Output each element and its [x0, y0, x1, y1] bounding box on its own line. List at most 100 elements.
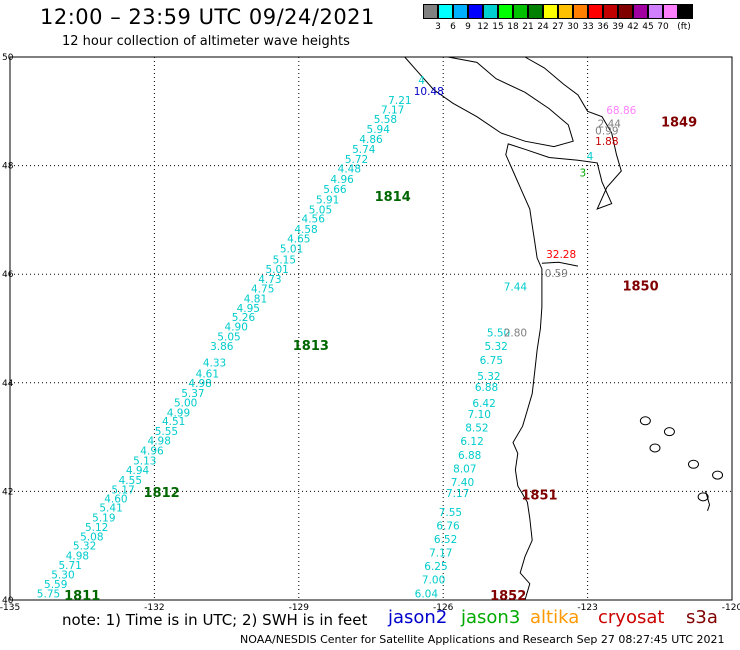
swh-value-coastal: 6.25	[424, 561, 447, 573]
swh-value-coastal: 6.76	[436, 520, 460, 532]
swh-value-offshore: 7.17	[381, 104, 404, 116]
swh-value-offshore: 4.61	[196, 368, 219, 380]
scale-swatch	[528, 4, 543, 19]
orbit-number-label: 1812	[144, 486, 180, 501]
lon-tick-label: -123	[577, 603, 597, 613]
lat-tick-label: 48	[2, 162, 14, 172]
footer-note: note: 1) Time is in UTC; 2) SWH is in fe…	[62, 611, 368, 629]
orbit-number-label: 1850	[622, 279, 658, 294]
lat-tick-label: 50	[2, 53, 14, 63]
swh-value-coastal: 7.17	[429, 548, 452, 560]
scale-label: 24	[537, 22, 549, 32]
swh-value-offshore: 5.58	[374, 114, 397, 126]
swh-value-offshore: 4.73	[258, 274, 281, 286]
scale-label: 39	[612, 22, 624, 32]
scale-label: 36	[597, 22, 609, 32]
scale-label: 12	[477, 22, 489, 32]
scale-swatch	[498, 4, 513, 19]
swh-value-offshore: 3.86	[210, 341, 234, 353]
color-scale	[423, 4, 693, 19]
orbit-number-label: 1811	[64, 589, 100, 604]
lake-outline	[712, 470, 724, 480]
lat-tick-label: 42	[2, 487, 13, 497]
swh-value-offshore: 4.98	[66, 550, 89, 562]
scale-swatch	[423, 4, 438, 19]
scale-swatch	[558, 4, 573, 19]
swh-value-offshore: 4.33	[203, 358, 226, 370]
swh-value-coastal: 7.10	[468, 409, 491, 421]
swh-value: 0.99	[595, 126, 618, 138]
swh-value-offshore: 4.65	[287, 234, 310, 246]
swh-value-coastal: 6.04	[415, 588, 439, 600]
swh-value-offshore: 4.60	[104, 493, 127, 505]
swh-value-offshore: 4.96	[140, 445, 164, 457]
swh-value-offshore: 4.56	[302, 214, 326, 226]
scale-label: 30	[567, 22, 579, 32]
swh-value-offshore: 4.48	[338, 164, 361, 176]
scale-swatch	[618, 4, 633, 19]
map-subtitle: 12 hour collection of altimeter wave hei…	[62, 34, 350, 49]
swh-value: 2.44	[598, 119, 622, 131]
scale-swatch	[513, 4, 528, 19]
swh-value-offshore: 5.08	[80, 531, 103, 543]
map-frame	[9, 56, 733, 601]
swh-value-offshore: 5.32	[73, 541, 96, 553]
swh-value-offshore: 4.58	[294, 224, 317, 236]
color-scale-labels: 3 6 9 12 15 18 21 24 27 30 33 36 39 42 45 70 (ft)	[423, 22, 738, 36]
legend-jason2: jason2	[388, 607, 448, 628]
scale-label: 27	[552, 22, 564, 32]
lon-tick-label: -132	[144, 603, 164, 613]
swh-value-offshore: 5.30	[51, 569, 74, 581]
scale-swatch	[648, 4, 663, 19]
swh-value-offshore: 5.66	[323, 184, 347, 196]
swh-value-offshore: 5.72	[345, 154, 368, 166]
swh-value-offshore: 5.05	[217, 331, 240, 343]
swh-value-offshore: 5.12	[85, 522, 108, 534]
swh-value-offshore: 5.91	[316, 195, 339, 207]
legend-s3a: s3a	[686, 607, 718, 628]
legend-jason3: jason3	[461, 607, 521, 628]
scale-label: 33	[582, 22, 594, 32]
swh-value-offshore: 7.21	[388, 95, 411, 107]
swh-value-offshore: 4.90	[225, 322, 248, 334]
swh-value-offshore: 4.98	[148, 436, 171, 448]
scale-label: 6	[450, 22, 456, 32]
lake-outline	[639, 416, 651, 426]
swh-value-coastal: 7.00	[422, 575, 445, 587]
swh-value-coastal: 8.07	[453, 463, 476, 475]
swh-value-coastal: 6.52	[434, 534, 457, 546]
swh-value-coastal: 5.32	[484, 341, 507, 353]
scale-swatch	[603, 4, 618, 19]
swh-value: 10.48	[414, 86, 444, 98]
swh-value-coastal: 8.52	[465, 423, 488, 435]
legend-altika: altika	[530, 607, 580, 628]
swh-value-offshore: 4.55	[119, 475, 142, 487]
swh-value-offshore: 5.94	[367, 124, 391, 136]
swh-value-coastal: 7.40	[451, 477, 474, 489]
swh-value-coastal: 7.17	[446, 488, 469, 500]
lon-tick-label: -129	[289, 603, 310, 613]
lake-outline	[649, 443, 661, 453]
orbit-number-label: 1814	[375, 190, 411, 205]
swh-value-coastal: 5.32	[477, 371, 500, 383]
lake-outline	[705, 490, 711, 511]
scale-label: 70	[657, 22, 669, 32]
scale-label: 42	[627, 22, 639, 32]
swh-value-offshore: 4.96	[330, 174, 354, 186]
swh-value: 32.28	[546, 249, 576, 261]
scale-swatch	[633, 4, 648, 19]
credit-line: NOAA/NESDIS Center for Satellite Applica…	[240, 633, 725, 646]
lat-tick-label: 44	[2, 379, 14, 389]
swh-value-offshore: 5.26	[232, 312, 256, 324]
lake-outline	[697, 492, 709, 502]
swh-value-offshore: 4.51	[162, 416, 185, 428]
scale-swatch	[543, 4, 558, 19]
swh-value-coastal: 6.88	[458, 450, 481, 462]
orbit-number-label: 1851	[521, 489, 557, 504]
scale-swatch	[573, 4, 588, 19]
swh-value-offshore: 5.19	[92, 512, 115, 524]
swh-value-offshore: 5.01	[280, 243, 303, 255]
swh-value-offshore: 4.86	[359, 134, 383, 146]
